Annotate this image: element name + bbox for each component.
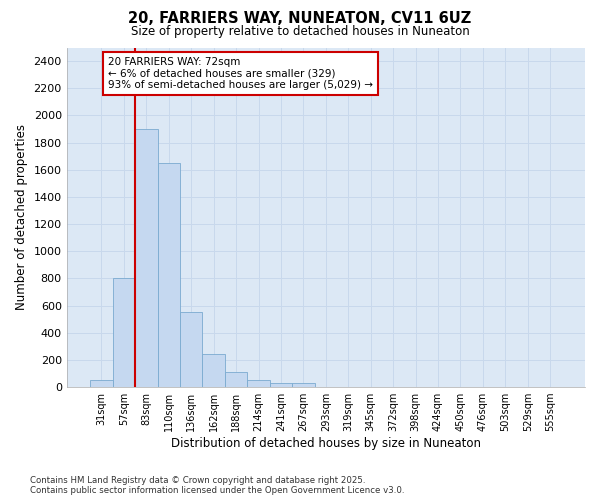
Bar: [180, 312, 202, 387]
Bar: [135, 129, 158, 387]
X-axis label: Distribution of detached houses by size in Nuneaton: Distribution of detached houses by size …: [171, 437, 481, 450]
Bar: [202, 354, 225, 387]
Bar: [225, 372, 247, 387]
Text: Size of property relative to detached houses in Nuneaton: Size of property relative to detached ho…: [131, 25, 469, 38]
Bar: [158, 163, 180, 387]
Text: Contains public sector information licensed under the Open Government Licence v3: Contains public sector information licen…: [30, 486, 404, 495]
Text: 20 FARRIERS WAY: 72sqm
← 6% of detached houses are smaller (329)
93% of semi-det: 20 FARRIERS WAY: 72sqm ← 6% of detached …: [108, 57, 373, 90]
Bar: [292, 383, 314, 387]
Bar: [90, 380, 113, 387]
Bar: [270, 383, 292, 387]
Bar: [113, 278, 135, 387]
Text: Contains HM Land Registry data © Crown copyright and database right 2025.: Contains HM Land Registry data © Crown c…: [30, 476, 365, 485]
Bar: [247, 380, 270, 387]
Y-axis label: Number of detached properties: Number of detached properties: [15, 124, 28, 310]
Text: 20, FARRIERS WAY, NUNEATON, CV11 6UZ: 20, FARRIERS WAY, NUNEATON, CV11 6UZ: [128, 11, 472, 26]
